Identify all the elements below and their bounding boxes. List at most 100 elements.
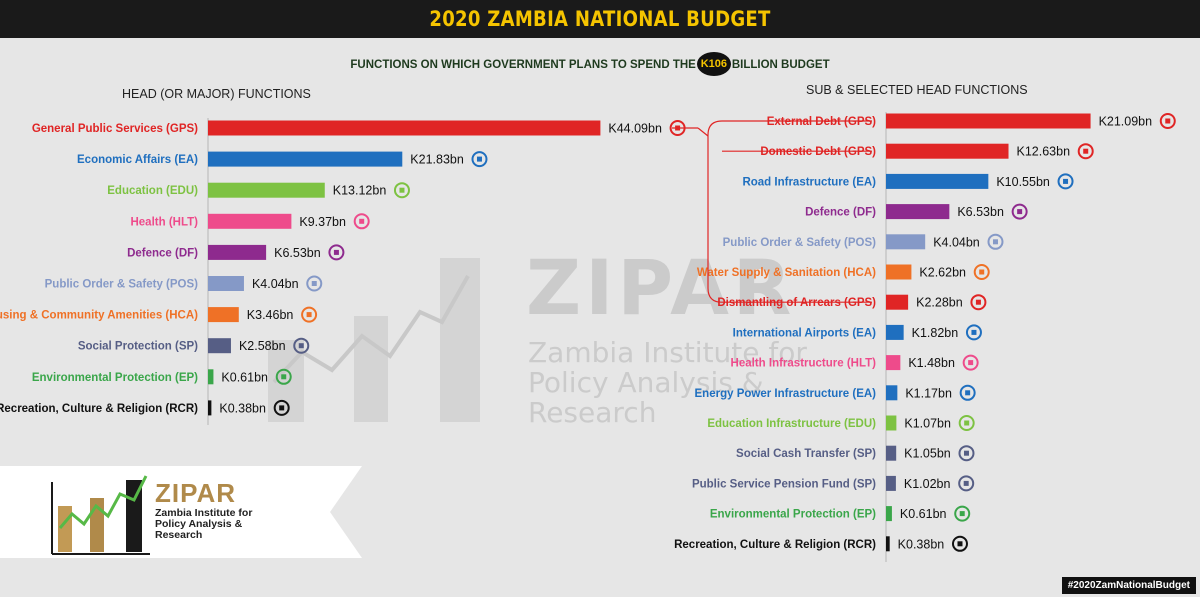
category-label: Dismantling of Arrears (GPS) (717, 297, 876, 309)
category-label: Environmental Protection (EP) (710, 509, 876, 521)
bar (208, 338, 231, 354)
value-label: K6.53bn (957, 205, 1004, 219)
category-label: Defence (DF) (805, 207, 876, 219)
category-label: Recreation, Culture & Religion (RCR) (674, 539, 876, 551)
value-label: K2.58bn (239, 339, 286, 353)
category-label: Public Order & Safety (POS) (723, 237, 877, 249)
airport-icon (965, 324, 982, 341)
pensioners-icon (958, 475, 975, 492)
logo-banner-shape (0, 466, 362, 558)
bar (208, 369, 214, 385)
value-label: K0.38bn (898, 537, 945, 551)
eagle-icon (1011, 203, 1028, 220)
value-label: K3.46bn (247, 308, 294, 322)
category-label: Energy Power Infrastructure (EA) (695, 388, 877, 400)
category-label: Education Infrastructure (EDU) (707, 418, 876, 430)
eagle-icon (328, 244, 345, 261)
category-label: Environmental Protection (EP) (32, 372, 198, 384)
category-label: External Debt (GPS) (767, 116, 876, 128)
bar (208, 276, 244, 291)
money-bomb-icon (1159, 113, 1176, 129)
bar (208, 400, 212, 416)
bar (886, 445, 897, 461)
globe-leaf-icon (275, 368, 292, 385)
bar (886, 113, 1091, 129)
bar (886, 294, 909, 310)
category-label: Public Service Pension Fund (SP) (692, 478, 876, 490)
left-chart-heading: HEAD (OR MAJOR) FUNCTIONS (122, 87, 311, 101)
bar (886, 355, 901, 371)
value-label: K1.07bn (904, 417, 951, 431)
right-chart-heading: SUB & SELECTED HEAD FUNCTIONS (806, 83, 1028, 97)
bar (208, 244, 267, 260)
category-label: Road Infrastructure (EA) (742, 176, 876, 188)
power-pylon-icon (959, 384, 976, 401)
logo-line2: Policy Analysis & (155, 518, 243, 530)
category-label: Recreation, Culture & Religion (RCR) (0, 403, 198, 415)
houses-icon (301, 306, 318, 323)
bar (208, 182, 325, 198)
page-title: 2020 ZAMBIA NATIONAL BUDGET (429, 7, 771, 31)
value-label: K21.83bn (410, 153, 464, 167)
value-label: K4.04bn (252, 277, 299, 291)
value-label: K1.02bn (904, 477, 951, 491)
train-icon (471, 151, 488, 168)
health-cross-icon (353, 213, 370, 230)
value-label: K2.28bn (916, 296, 963, 310)
culture-icon (951, 535, 968, 552)
subtitle-before: FUNCTIONS ON WHICH GOVERNMENT PLANS TO S… (350, 59, 696, 72)
culture-icon (273, 399, 290, 416)
value-label: K1.82bn (912, 326, 959, 340)
chart-subtitle: FUNCTIONS ON WHICH GOVERNMENT PLANS TO S… (280, 52, 900, 76)
debt-bomb-icon (1077, 143, 1094, 160)
zipar-logo-card: ZIPAR Zambia Institute for Policy Analys… (0, 462, 370, 562)
header-bar: 2020 ZAMBIA NATIONAL BUDGET (0, 0, 1200, 38)
category-label: Social Cash Transfer (SP) (736, 448, 876, 460)
value-label: K6.53bn (274, 246, 321, 260)
police-building-icon (306, 275, 323, 292)
bar (886, 204, 950, 220)
water-building-icon (973, 264, 990, 280)
graduation-cap-icon (393, 182, 410, 199)
cash-cycle-icon (958, 445, 975, 462)
category-label: Housing & Community Amenities (HCA) (0, 310, 198, 322)
value-label: K1.48bn (908, 356, 955, 370)
arrears-icon (970, 294, 987, 311)
bar (886, 173, 989, 189)
road-icon (1057, 173, 1074, 190)
chart-head-functions: General Public Services (GPS) K44.09bn Eco… (0, 118, 686, 425)
value-label: K1.17bn (905, 386, 952, 400)
value-label: K9.37bn (299, 215, 346, 229)
bar (886, 264, 912, 280)
category-label: Economic Affairs (EA) (77, 154, 198, 166)
value-label: K10.55bn (996, 175, 1050, 189)
watermark-line3: Research (528, 396, 657, 429)
value-label: K0.61bn (221, 370, 268, 384)
gps-connector-bracket (672, 120, 872, 303)
hashtag-badge: #2020ZamNationalBudget (1061, 577, 1196, 594)
value-label: K0.38bn (219, 401, 266, 415)
value-label: K12.63bn (1017, 145, 1071, 159)
category-label: International Airports (EA) (733, 327, 876, 339)
bar (886, 143, 1009, 159)
value-label: K44.09bn (608, 122, 662, 136)
health-cross-icon (962, 354, 979, 371)
category-label: Domestic Debt (GPS) (760, 146, 876, 158)
school-building-icon (958, 415, 975, 431)
bar (886, 385, 898, 401)
subtitle-after: BILLION BUDGET (731, 59, 830, 72)
logo-line1: Zambia Institute for (155, 507, 253, 519)
bar (886, 506, 892, 522)
value-label: K0.61bn (900, 507, 947, 521)
category-label: Defence (DF) (127, 247, 198, 259)
bar (208, 120, 601, 136)
bar (208, 213, 292, 229)
police-building-icon (987, 233, 1004, 250)
category-label: Public Order & Safety (POS) (45, 279, 199, 291)
value-label: K2.62bn (919, 266, 966, 280)
watermark-line2: Policy Analysis & (528, 366, 764, 399)
category-label: Health Infrastructure (HLT) (731, 358, 877, 370)
bar (208, 151, 403, 167)
bar (208, 307, 239, 323)
